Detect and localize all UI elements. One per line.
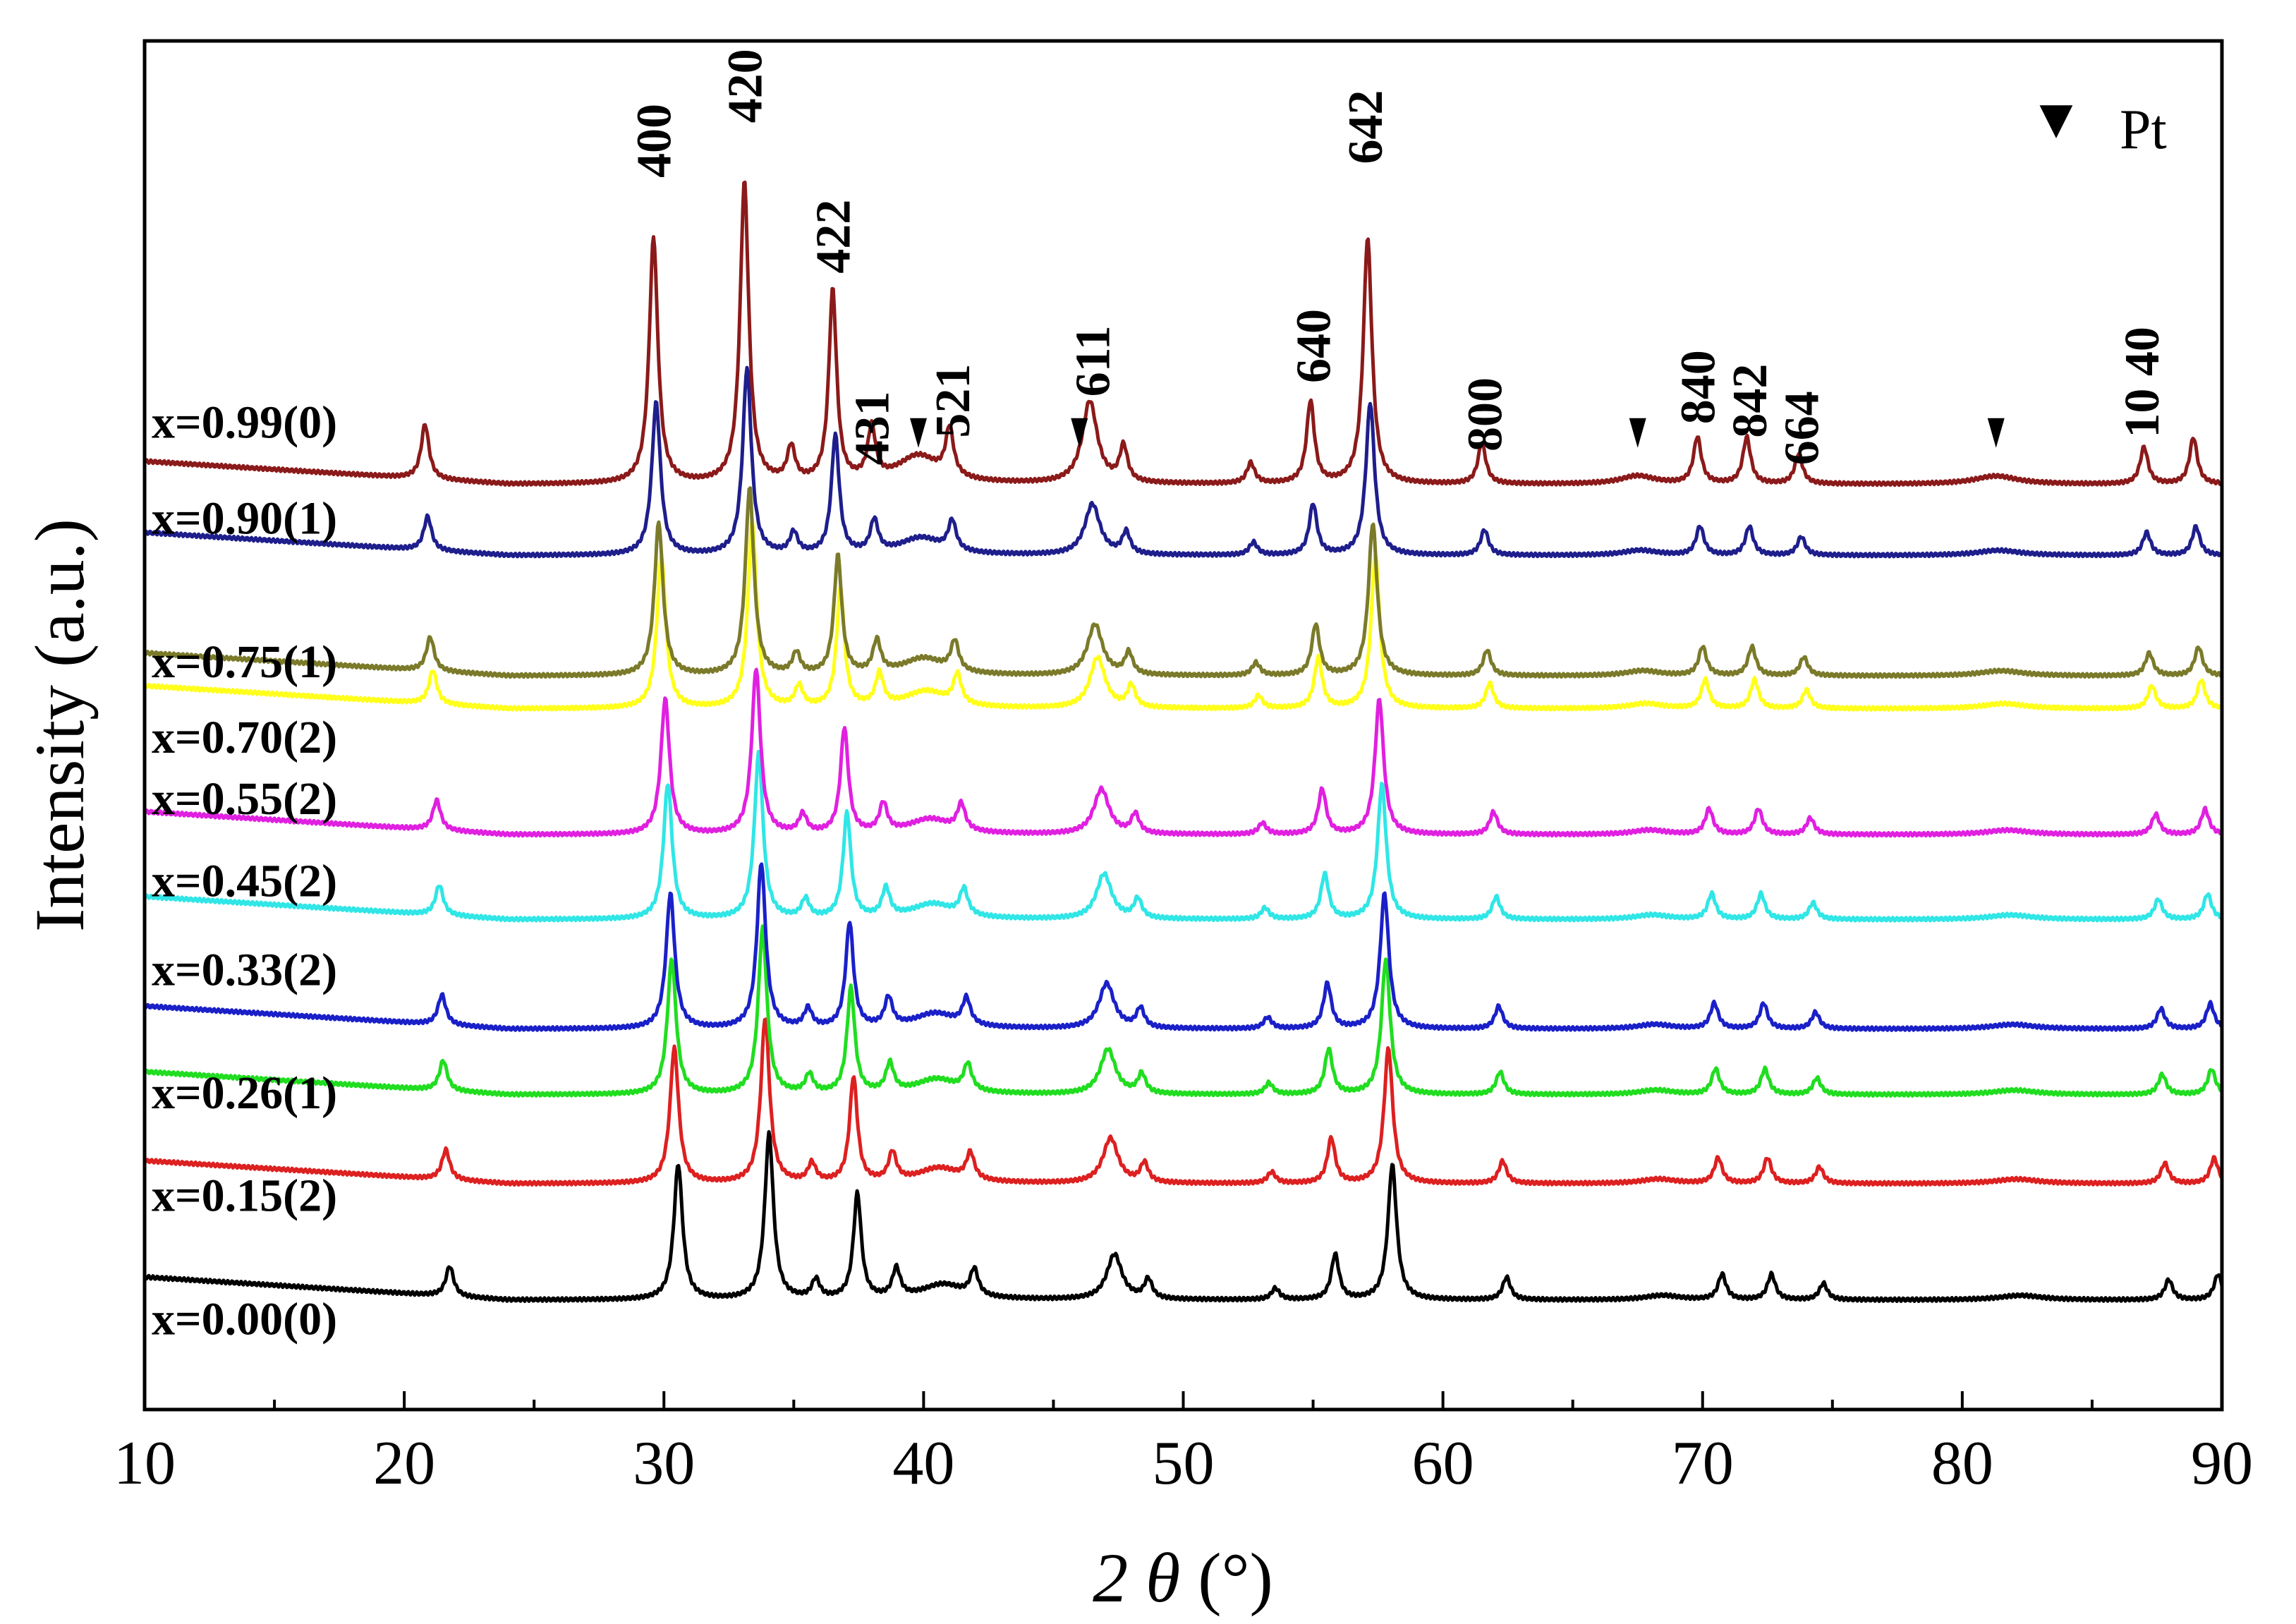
reflection-label: 842 [1723, 364, 1778, 438]
series-line [142, 1129, 2224, 1303]
series-label: x=0.99(0) [152, 397, 337, 449]
reflection-label: 840 [1671, 350, 1725, 424]
x-tick-label: 40 [892, 1429, 954, 1498]
x-tick-label: 60 [1412, 1429, 1474, 1498]
x-tick-label: 80 [1931, 1429, 1993, 1498]
legend: ▼ Pt [2028, 88, 2166, 161]
series-line [143, 667, 2224, 838]
reflection-label: 10 40 [2115, 327, 2170, 438]
series-line [142, 862, 2223, 1032]
series-line [143, 1017, 2223, 1187]
series-line [142, 180, 2224, 487]
series-label: x=0.00(0) [152, 1293, 337, 1345]
x-axis-title-unit: (°) [1180, 1539, 1273, 1617]
pt-markers-layer [910, 418, 2005, 448]
series-line [142, 365, 2223, 559]
series-line [143, 517, 2224, 712]
pt-marker [910, 418, 928, 448]
reflection-label: 800 [1459, 377, 1513, 452]
series-label: x=0.26(1) [152, 1067, 337, 1119]
reflection-label: 664 [1775, 391, 1830, 465]
reflection-label: 400 [628, 104, 682, 178]
y-axis-title: Intensity (a.u.) [20, 519, 99, 932]
x-axis-ticks: 10 20 30 40 50 60 70 80 90 [114, 1391, 2253, 1498]
reflection-label: 640 [1287, 309, 1342, 383]
series-label: x=0.70(2) [152, 712, 337, 763]
x-axis-title: 2 θ (°) [1093, 1539, 1273, 1617]
series-label: x=0.75(1) [152, 636, 337, 688]
reflection-label: 642 [1339, 90, 1393, 164]
pt-marker [1629, 418, 1646, 448]
x-axis-title-symbol: θ [1146, 1539, 1180, 1617]
legend-pt-symbol: ▼ [2028, 88, 2084, 150]
x-tick-label: 20 [373, 1429, 435, 1498]
x-axis-title-prefix: 2 [1093, 1539, 1146, 1617]
x-tick-label: 70 [1672, 1429, 1734, 1498]
pt-marker [1987, 418, 2005, 448]
series-label: x=0.15(2) [152, 1170, 337, 1222]
legend-pt-label: Pt [2120, 99, 2167, 161]
series-layer [142, 180, 2224, 1303]
series-line [143, 924, 2223, 1098]
reflection-label: 611 [1067, 325, 1121, 396]
reflection-label: 521 [926, 364, 980, 438]
reflection-label: 431 [846, 391, 900, 465]
series-labels-layer: x=0.99(0) x=0.90(1) x=0.75(1) x=0.70(2) x=0.… [152, 397, 337, 1345]
reflection-label: 420 [718, 49, 772, 123]
series-line [143, 749, 2224, 923]
x-tick-label: 10 [114, 1429, 176, 1498]
reflection-label: 422 [807, 200, 861, 274]
x-tick-label: 30 [633, 1429, 695, 1498]
series-label: x=0.90(1) [152, 492, 337, 544]
series-label: x=0.33(2) [152, 945, 337, 996]
x-tick-label: 90 [2191, 1429, 2253, 1498]
series-label: x=0.45(2) [152, 856, 337, 907]
series-line [143, 486, 2223, 679]
x-tick-label: 50 [1153, 1429, 1215, 1498]
pt-marker [1071, 418, 1088, 448]
series-label: x=0.55(2) [152, 773, 337, 825]
